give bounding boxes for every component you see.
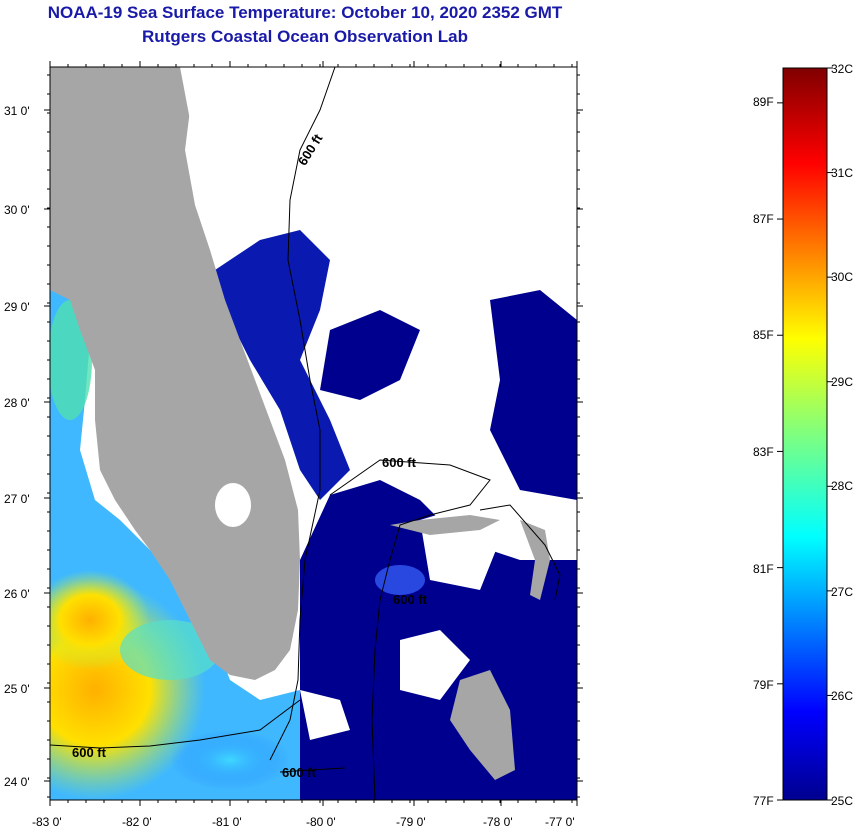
colorbar-celsius-label: 30C: [831, 270, 853, 284]
colorbar-fahrenheit-label: 77F: [753, 794, 774, 808]
colorbar-fahrenheit-label: 85F: [753, 328, 774, 342]
colorbar-celsius-label: 31C: [831, 166, 853, 180]
lat-tick-label: 26 0': [4, 587, 30, 601]
lat-tick-label: 29 0': [4, 300, 30, 314]
lon-tick-label: -81 0': [212, 815, 242, 829]
lon-tick-label: -78 0': [483, 815, 513, 829]
grand-bahama: [390, 515, 500, 535]
colorbar-fahrenheit-label: 87F: [753, 212, 774, 226]
lat-tick-label: 25 0': [4, 682, 30, 696]
colorbar-celsius-label: 28C: [831, 479, 853, 493]
coastal-band: [215, 230, 350, 500]
colorbar-celsius-label: 29C: [831, 375, 853, 389]
colorbar-fahrenheit-label: 79F: [753, 678, 774, 692]
contour-600ft-bahamas: [329, 459, 491, 800]
map-panel: [50, 67, 577, 800]
tick-marks: [44, 61, 583, 806]
contour-600ft-gulf: [50, 699, 301, 749]
lon-tick-label: -82 0': [122, 815, 152, 829]
map-subtitle: Rutgers Coastal Ocean Observation Lab: [142, 27, 468, 46]
colorbar-ticks: [777, 67, 833, 801]
contour-label: 600 ft: [72, 745, 107, 760]
lat-tick-label: 27 0': [4, 492, 30, 506]
florida-land: [50, 67, 300, 680]
lat-tick-label: 30 0': [4, 203, 30, 217]
offshore-band: [320, 310, 420, 400]
colorbar-fahrenheit-label: 89F: [753, 95, 774, 109]
contour-label: 600 ft: [282, 765, 317, 780]
lat-tick-label: 24 0': [4, 775, 30, 789]
bahamas-band: [490, 290, 577, 500]
cloud-hole-2: [400, 630, 470, 700]
lat-tick-label: 31 0': [4, 104, 30, 118]
colorbar: [782, 67, 828, 801]
lon-tick-label: -79 0': [396, 815, 426, 829]
lon-tick-label: -83 0': [32, 815, 62, 829]
contour-600ft-east: [269, 67, 336, 761]
colorbar-fahrenheit-label: 83F: [753, 445, 774, 459]
map-frame: [49, 66, 578, 801]
contour-600ft-straits: [279, 767, 346, 773]
colorbar-celsius-label: 27C: [831, 585, 853, 599]
bahamas-outline: [479, 504, 561, 601]
colorbar-celsius-label: 25C: [831, 794, 853, 808]
cloud-hole-3: [300, 690, 350, 740]
keys-water: [170, 730, 290, 790]
contour-label: 600 ft: [382, 455, 417, 470]
contour-label: 600 ft: [393, 592, 428, 607]
colorbar-celsius-label: 26C: [831, 689, 853, 703]
map-title: NOAA-19 Sea Surface Temperature: October…: [47, 3, 563, 22]
lon-tick-label: -80 0': [306, 815, 336, 829]
lat-tick-label: 28 0': [4, 396, 30, 410]
lake-okeechobee: [215, 483, 251, 527]
colorbar-fahrenheit-label: 81F: [753, 562, 774, 576]
lon-tick-label: -77 0': [545, 815, 575, 829]
cyan-patch: [120, 620, 220, 680]
warmer-spot: [375, 565, 425, 595]
georgia-coast: [180, 67, 205, 120]
colorbar-celsius-label: 32C: [831, 62, 853, 76]
andros: [450, 670, 515, 780]
abaco: [520, 520, 550, 600]
